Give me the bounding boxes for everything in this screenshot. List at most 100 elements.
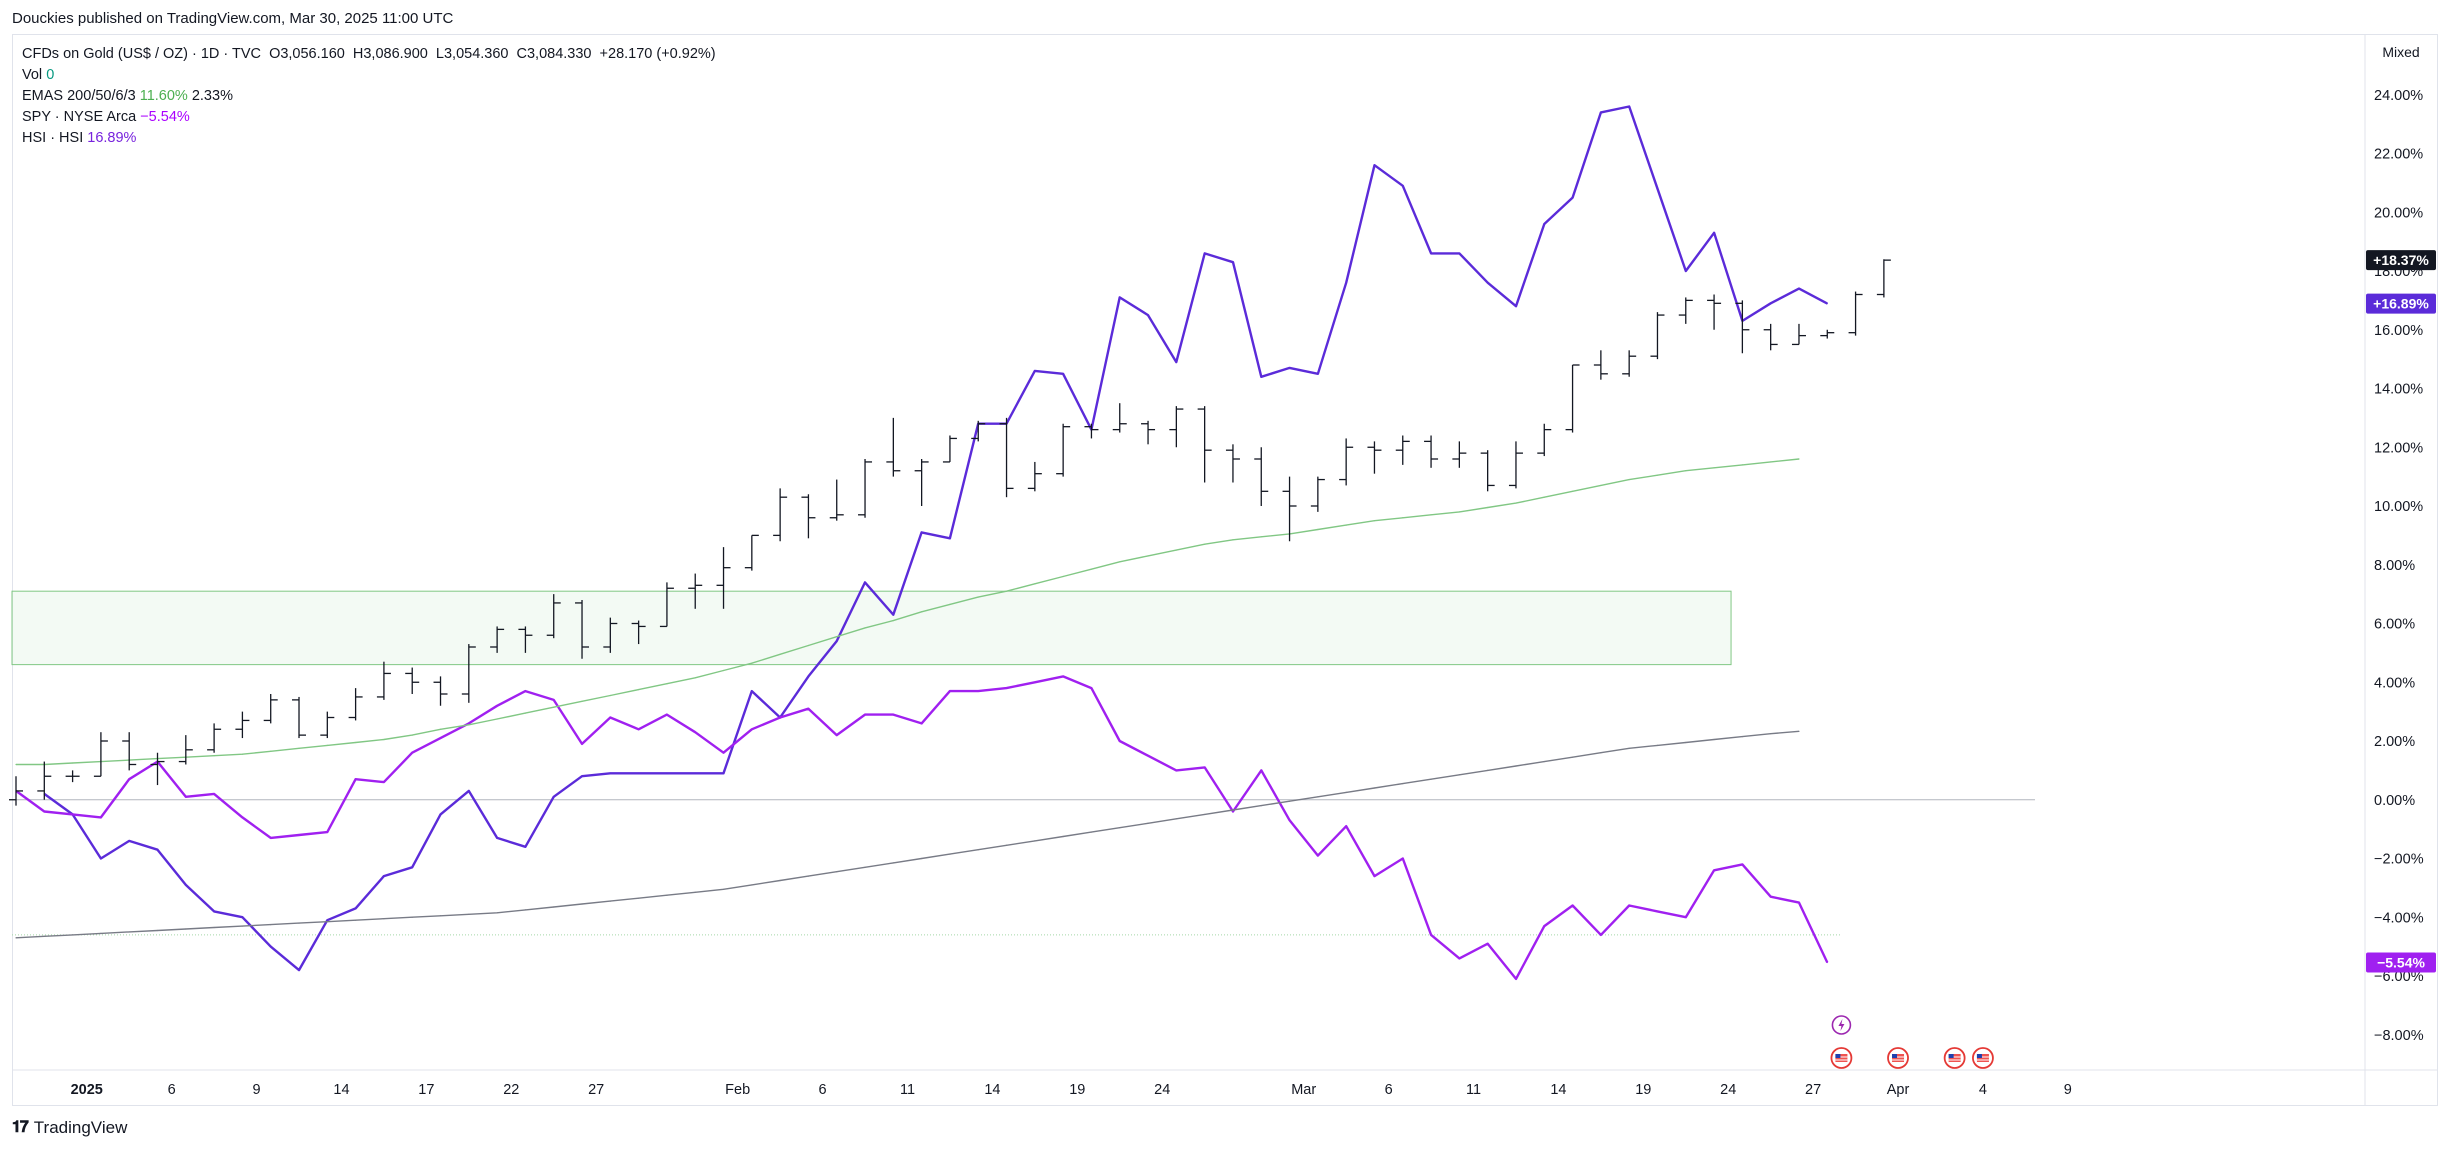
data-point [1430,778,1432,780]
data-point [1487,769,1489,771]
data-point [1288,819,1291,821]
data-point [807,875,810,877]
vol-label: Vol [22,67,43,83]
grid [12,34,2438,1105]
series-line-spy [15,675,1829,981]
legend-high: H3,086.900 [352,46,428,62]
ohlc-bar [263,694,278,724]
data-point [1119,561,1121,563]
data-point [807,644,810,647]
ohlc-bar [1678,297,1693,324]
legend-volume[interactable]: Vol 0 [22,65,716,86]
y-tick-label: −6.00% [2374,969,2424,985]
data-point [270,923,272,926]
ohlc-bar [93,732,108,777]
data-point [496,837,498,839]
ohlc-bar [1084,423,1099,439]
flag-body [1948,1054,1961,1062]
last-value-labels: +18.37% +16.89% −5.54% [2366,250,2436,973]
legend-main-symbol[interactable]: CFDs on Gold (US$ / OZ) · 1D · TVC O3,05… [22,44,716,65]
data-point [468,790,470,792]
last-value-text: +18.37% [2373,252,2429,268]
legend-hsi[interactable]: HSI · HSI 16.89% [22,128,716,149]
footer-brand[interactable]: 𝟏𝟕 TradingView [12,1118,127,1138]
x-tick-label: 9 [2064,1082,2072,1098]
data-point [1713,738,1715,741]
data-point [326,744,328,747]
ohlc-bar [1565,364,1580,433]
data-point [609,716,611,719]
data-point [892,862,894,864]
data-point [411,752,413,754]
data-point [1402,857,1404,860]
data-point [921,531,923,534]
last-value-label: −5.54% [2366,952,2436,973]
data-point [439,813,442,816]
data-point [553,706,555,708]
data-point [72,934,74,936]
data-point [1288,367,1291,369]
last-value-text: −5.54% [2377,954,2425,970]
data-point [751,662,753,664]
y-tick-label: −8.00% [2374,1028,2424,1044]
data-point [524,712,527,714]
data-point [468,724,470,726]
ohlc-bar [1537,423,1552,457]
legend-spy[interactable]: SPY · NYSE Arca −5.54% [22,107,716,128]
flag-canton [1892,1054,1898,1058]
ohlc-bar [235,711,250,739]
data-point [1119,827,1121,829]
data-point [1005,844,1008,846]
x-tick-label: 11 [1466,1082,1481,1098]
data-point [496,705,498,707]
ohlc-bar [1395,435,1410,465]
data-point [1770,733,1772,735]
data-point [666,772,668,774]
data-point [1458,774,1460,776]
data-point [553,796,555,798]
data-point [1147,555,1149,557]
data-point [1345,282,1347,284]
data-point [1345,791,1347,794]
data-point [1119,296,1121,299]
data-point [355,778,357,780]
flag-body [1892,1054,1905,1062]
data-point [807,675,810,677]
data-point [1260,769,1262,771]
ohlc-bar [405,667,420,694]
ohlc-bar [1876,259,1891,298]
data-point [1600,484,1602,487]
ohlc-bar [1282,476,1297,542]
last-value-bg [2366,952,2436,973]
ohlc-bar [461,644,476,703]
data-point [1317,854,1319,857]
us-flag-event-icon [1972,1047,1994,1069]
data-point [468,913,470,915]
scale-mode-button[interactable]: Mixed [2382,44,2420,60]
ohlc-bar [1254,447,1269,506]
ohlc-bar [971,420,986,442]
data-point [1656,744,1659,747]
data-point [722,888,725,890]
ohlc-bar [1791,323,1806,346]
ohlc-bar [1848,291,1863,336]
data-point [1741,735,1743,738]
data-point [1571,756,1574,758]
ohlc-bar [801,494,816,539]
ohlc-bar [490,626,505,653]
x-tick-label: 22 [503,1082,519,1098]
ohlc-bar [1622,350,1637,377]
data-point [1656,188,1659,190]
series-line-ema-200 [15,730,1800,939]
data-point [241,916,244,918]
x-tick-label: 2025 [71,1082,103,1098]
legend-emas[interactable]: EMAS 200/50/6/3 11.60% 2.33% [22,86,716,107]
data-point [1770,896,1772,898]
data-point [270,750,272,752]
data-point [1571,490,1574,492]
ohlc-bar [1650,312,1665,360]
data-point [1317,373,1319,375]
flag-body [1976,1054,1989,1062]
data-point [383,918,385,920]
